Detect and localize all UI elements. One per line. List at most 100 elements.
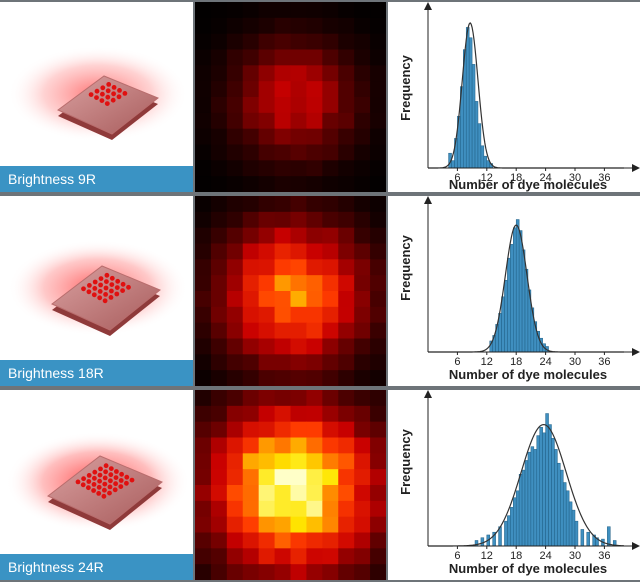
heatmap-pixel — [290, 421, 308, 439]
heatmap-pixel — [258, 421, 276, 439]
dye-dot — [92, 286, 98, 291]
heatmap-pixel — [274, 354, 292, 371]
heatmap-pixel — [338, 211, 355, 229]
dye-dot — [97, 478, 102, 484]
heatmap-pixel — [195, 485, 212, 502]
heatmap-pixel — [370, 128, 386, 146]
heatmap-pixel — [370, 65, 386, 82]
heatmap-pixel — [195, 65, 212, 82]
dye-dots — [75, 463, 135, 499]
heatmap-pixel — [210, 437, 228, 454]
dye-dot — [81, 476, 86, 482]
heatmap-pixel — [226, 17, 244, 35]
fluorophore-illustration-panel: Brightness 18R — [0, 196, 193, 386]
heatmap-pixel — [290, 2, 308, 19]
histogram-bar — [524, 460, 529, 547]
heatmap-pixel — [322, 33, 339, 51]
heatmap-pixel — [226, 469, 244, 486]
heatmap-pixel — [306, 275, 323, 292]
heatmap-pixel — [354, 211, 371, 229]
heatmap-pixel — [195, 160, 212, 177]
heatmap-pixel — [226, 485, 244, 502]
heatmap-pixel — [354, 196, 371, 213]
heatmap-pixel — [338, 469, 355, 486]
x-tick-label: 30 — [569, 550, 581, 562]
heatmap-pixel — [306, 338, 323, 355]
dye-dot — [96, 491, 102, 496]
heatmap-pixel — [242, 306, 260, 324]
heatmap-pixel — [210, 144, 228, 161]
heatmap-pixel — [274, 196, 292, 213]
histogram-bar — [536, 435, 540, 547]
heatmap-pixel — [338, 144, 355, 161]
heatmap-pixel — [370, 322, 386, 340]
heatmap-pixel — [258, 453, 276, 470]
heatmap-pixel — [195, 469, 212, 486]
heatmap-pixel — [195, 306, 212, 324]
fluorophore-illustration — [8, 46, 188, 142]
heatmap-pixel — [258, 564, 276, 580]
heatmap-pixel — [322, 160, 339, 177]
heatmap-pixel — [195, 548, 212, 565]
heatmap-pixel — [338, 227, 355, 245]
heatmap-pixel — [306, 405, 323, 423]
heatmap-pixel — [258, 112, 276, 130]
heatmap-pixel — [370, 144, 386, 161]
heatmap-pixel — [242, 500, 260, 518]
heatmap-pixel — [370, 160, 386, 177]
heatmap-pixel — [242, 338, 260, 355]
heatmap-pixel — [226, 532, 244, 549]
dye-dot — [88, 92, 94, 97]
histogram-bar — [510, 507, 514, 547]
heatmap-pixel — [290, 469, 308, 486]
heatmap-pixel — [195, 17, 212, 35]
dye-dot — [110, 97, 116, 103]
row-brightness-24r: Brightness 24R 6 12 18 24 30 36 Frequency Num… — [0, 390, 640, 580]
dye-dot — [118, 484, 124, 489]
heatmap-pixel — [370, 516, 386, 534]
heatmap-pixel — [210, 33, 228, 51]
heatmap-pixel — [210, 196, 228, 213]
heatmap-pixel — [338, 176, 355, 192]
heatmap-pixel — [306, 97, 323, 114]
heatmap-pixel — [290, 405, 308, 423]
heatmap-pixel — [195, 405, 212, 423]
heatmap-pixel — [242, 437, 260, 454]
heatmap-pixel — [195, 2, 212, 19]
x-axis-arrow — [632, 542, 640, 550]
heatmap-pixel — [370, 211, 386, 229]
heatmap-pixel — [210, 532, 228, 549]
heatmap-pixel — [242, 421, 260, 439]
histogram-bar — [471, 64, 476, 169]
heatmap-pixel — [226, 291, 244, 308]
heatmap-pixel — [226, 453, 244, 470]
heatmap-pixel — [306, 390, 323, 407]
dye-dot — [102, 475, 108, 481]
heatmap-pixel — [210, 485, 228, 502]
dye-dot — [103, 292, 108, 297]
row-brightness-18r: Brightness 18R 6 12 18 24 30 36 Frequency Num… — [0, 196, 640, 386]
heatmap-pixel — [226, 65, 244, 82]
heatmap-pixel — [322, 2, 339, 19]
dye-dot — [75, 479, 81, 485]
heatmap-pixel — [258, 516, 276, 534]
heatmap-pixel — [226, 421, 244, 439]
heatmap-pixel — [290, 370, 308, 386]
dye-dot — [81, 286, 86, 292]
heatmap-pixel — [322, 564, 339, 580]
heatmap-pixel — [338, 160, 355, 177]
heatmap-pixel — [338, 516, 355, 534]
heatmap-pixel — [354, 516, 371, 534]
heatmap-pixel — [290, 211, 308, 229]
heatmap-pixel — [258, 243, 276, 260]
heatmap-pixel — [338, 405, 355, 423]
heatmap-pixel — [322, 49, 339, 66]
heatmap-pixel — [370, 81, 386, 98]
histogram-bar — [571, 509, 576, 547]
heatmap-pixel — [210, 2, 228, 19]
heatmap-pixel — [338, 500, 355, 518]
heatmap-pixel — [226, 112, 244, 130]
dye-dot — [111, 91, 116, 97]
heatmap-pixel — [290, 275, 308, 292]
fluorescence-spot-heatmap — [195, 196, 386, 386]
